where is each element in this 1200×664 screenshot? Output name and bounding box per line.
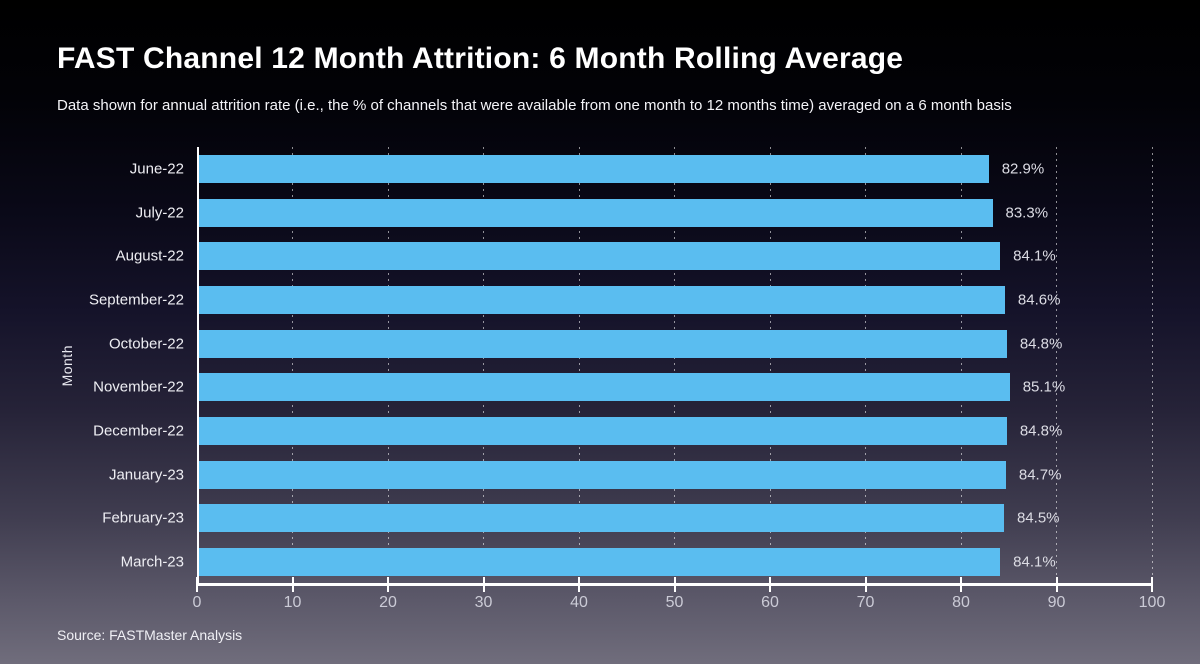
- value-label: 84.7%: [1018, 466, 1062, 484]
- x-axis: 0 10 20 30 40 50 60 70 80 90 100: [193, 577, 1165, 625]
- source-note: Source: FASTMaster Analysis: [57, 627, 243, 643]
- y-axis-line: [197, 147, 199, 584]
- value-label: 82.9%: [1001, 160, 1045, 178]
- axis-tick-label: 80: [952, 594, 970, 611]
- category-label: January-23: [108, 466, 184, 484]
- gridline: [1151, 147, 1153, 584]
- gridline: [1056, 147, 1057, 584]
- bar: [199, 154, 989, 183]
- category-label: November-22: [93, 378, 184, 396]
- value-label: 84.5%: [1016, 509, 1060, 527]
- axis-tick: [769, 577, 771, 592]
- category-label: July-22: [135, 204, 184, 222]
- axis-tick: [482, 577, 485, 592]
- axis-tick-label: 40: [570, 594, 588, 611]
- value-label: 84.1%: [1013, 247, 1056, 265]
- axis-tick-label: 30: [474, 594, 493, 611]
- bar: [199, 285, 1005, 314]
- axis-tick-label: 10: [283, 594, 302, 611]
- axis-tick: [960, 577, 962, 592]
- axis-tick-label: 0: [192, 594, 202, 611]
- bar: [199, 504, 1004, 533]
- gridline: [292, 147, 293, 584]
- category-axis: June-22 July-22 August-22 September-22 Octob…: [0, 147, 184, 584]
- axis-tick: [387, 577, 389, 592]
- category-label: October-22: [108, 335, 184, 353]
- plot-area: 82.9% 83.3% 84.1% 84.6% 84.8% 85.1% 84.8% 84.7%…: [197, 147, 1153, 586]
- bar: [199, 548, 1001, 577]
- value-label: 83.3%: [1005, 204, 1049, 222]
- axis-tick: [864, 577, 867, 592]
- chart-subtitle: Data shown for annual attrition rate (i.…: [57, 97, 1012, 114]
- axis-tick: [578, 577, 580, 592]
- axis-tick: [1151, 577, 1153, 592]
- gridline: [769, 147, 771, 584]
- category-label: March-23: [120, 553, 184, 571]
- value-label: 84.1%: [1013, 553, 1056, 571]
- bar: [199, 329, 1007, 358]
- axis-tick: [196, 577, 198, 592]
- axis-tick-label: 60: [761, 594, 779, 611]
- axis-tick-label: 90: [1047, 594, 1066, 611]
- value-label: 84.8%: [1019, 422, 1063, 440]
- gridline: [960, 147, 962, 584]
- category-label: September-22: [88, 291, 184, 309]
- gridline: [674, 147, 675, 584]
- bar: [199, 460, 1006, 489]
- gridline: [483, 147, 484, 584]
- category-label: August-22: [115, 247, 184, 265]
- gridline: [865, 147, 866, 584]
- axis-tick: [673, 577, 676, 592]
- bar: [199, 242, 1001, 271]
- axis-tick-label: 50: [665, 594, 684, 611]
- axis-tick-label: 70: [856, 594, 875, 611]
- chart-title: FAST Channel 12 Month Attrition: 6 Month…: [57, 42, 904, 75]
- gridline: [387, 147, 389, 584]
- bar: [199, 373, 1010, 402]
- axis-tick: [291, 577, 294, 592]
- category-label: December-22: [93, 422, 184, 440]
- bar: [199, 417, 1007, 446]
- value-label: 84.6%: [1017, 291, 1061, 309]
- gridline: [578, 147, 580, 584]
- category-label: June-22: [129, 160, 184, 178]
- axis-tick-label: 20: [379, 594, 397, 611]
- value-label: 84.8%: [1019, 335, 1063, 353]
- category-label: February-23: [102, 509, 184, 527]
- axis-tick-label: 100: [1138, 594, 1166, 611]
- value-label: 85.1%: [1022, 378, 1066, 396]
- bar: [199, 198, 993, 227]
- axis-tick: [1055, 577, 1058, 592]
